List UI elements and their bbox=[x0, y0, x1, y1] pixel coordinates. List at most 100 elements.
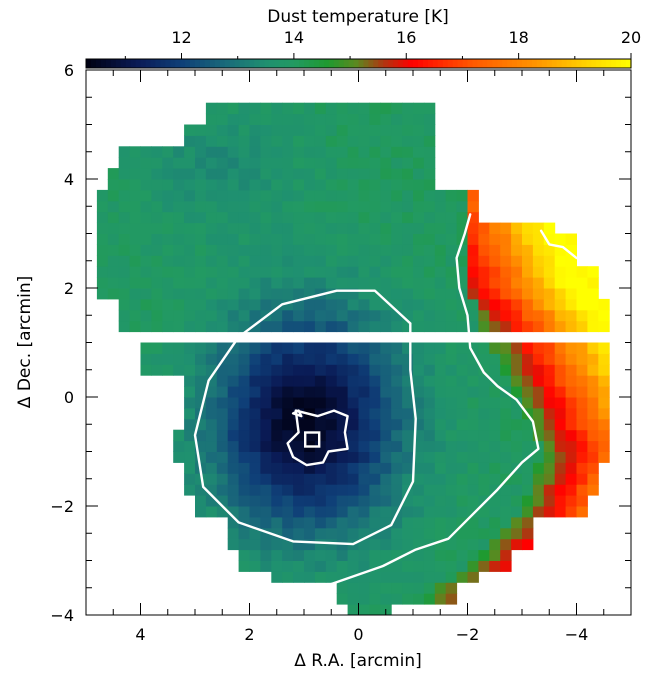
temperature-pixel bbox=[456, 571, 468, 583]
temperature-pixel bbox=[107, 222, 120, 234]
temperature-pixel bbox=[107, 179, 120, 191]
temperature-pixel bbox=[195, 429, 207, 442]
temperature-pixel bbox=[260, 353, 272, 365]
temperature-pixel bbox=[434, 298, 447, 311]
temperature-pixel bbox=[216, 266, 229, 278]
temperature-pixel bbox=[140, 342, 152, 354]
temperature-pixel bbox=[434, 560, 447, 572]
temperature-pixel bbox=[216, 135, 229, 147]
temperature-pixel bbox=[522, 527, 534, 540]
temperature-pixel bbox=[565, 495, 577, 507]
temperature-pixel bbox=[423, 440, 436, 452]
temperature-pixel bbox=[489, 320, 501, 333]
temperature-pixel bbox=[216, 309, 229, 322]
temperature-pixel bbox=[336, 593, 349, 605]
temperature-pixel bbox=[456, 440, 468, 452]
temperature-pixel bbox=[358, 135, 370, 147]
temperature-pixel bbox=[260, 342, 272, 354]
temperature-pixel bbox=[129, 222, 141, 234]
temperature-pixel bbox=[489, 462, 501, 474]
temperature-pixel bbox=[402, 440, 414, 452]
colorbar-segment bbox=[254, 59, 260, 68]
temperature-pixel bbox=[402, 244, 414, 256]
temperature-pixel bbox=[522, 298, 534, 311]
temperature-pixel bbox=[423, 407, 436, 420]
temperature-pixel bbox=[423, 495, 436, 507]
temperature-pixel bbox=[325, 255, 338, 267]
colorbar-segment bbox=[477, 59, 483, 68]
temperature-pixel bbox=[358, 549, 370, 561]
temperature-pixel bbox=[576, 440, 588, 452]
temperature-pixel bbox=[336, 429, 349, 442]
temperature-pixel bbox=[314, 495, 327, 507]
temperature-pixel bbox=[195, 277, 207, 289]
temperature-pixel bbox=[293, 495, 305, 507]
temperature-pixel bbox=[423, 309, 436, 322]
x-tick-label: 2 bbox=[244, 625, 254, 644]
temperature-pixel bbox=[576, 364, 588, 376]
temperature-pixel bbox=[456, 473, 468, 485]
temperature-pixel bbox=[358, 244, 370, 256]
temperature-pixel bbox=[304, 146, 316, 158]
temperature-pixel bbox=[304, 244, 316, 256]
temperature-pixel bbox=[205, 429, 218, 442]
temperature-pixel bbox=[205, 233, 218, 245]
temperature-pixel bbox=[511, 277, 523, 289]
temperature-pixel bbox=[140, 189, 152, 202]
temperature-pixel bbox=[151, 233, 163, 245]
temperature-pixel bbox=[260, 495, 272, 507]
y-tick-label: −4 bbox=[50, 606, 74, 625]
temperature-pixel bbox=[489, 298, 501, 311]
temperature-pixel bbox=[391, 418, 403, 431]
temperature-pixel bbox=[162, 233, 174, 245]
temperature-pixel bbox=[304, 418, 316, 431]
temperature-pixel bbox=[336, 506, 349, 518]
temperature-pixel bbox=[489, 364, 501, 376]
temperature-pixel bbox=[336, 179, 349, 191]
colorbar-segment bbox=[482, 59, 488, 68]
temperature-pixel bbox=[554, 495, 567, 507]
temperature-pixel bbox=[184, 418, 196, 431]
temperature-pixel bbox=[456, 462, 468, 474]
temperature-pixel bbox=[522, 288, 534, 300]
temperature-pixel bbox=[282, 571, 294, 583]
temperature-pixel bbox=[184, 451, 196, 463]
temperature-pixel bbox=[402, 538, 414, 551]
temperature-pixel bbox=[358, 364, 370, 376]
temperature-pixel bbox=[293, 560, 305, 572]
temperature-pixel bbox=[205, 484, 218, 496]
temperature-pixel bbox=[413, 266, 425, 278]
temperature-pixel bbox=[271, 418, 283, 431]
temperature-pixel bbox=[173, 440, 185, 452]
temperature-pixel bbox=[129, 168, 141, 180]
temperature-pixel bbox=[118, 255, 131, 267]
temperature-pixel bbox=[336, 386, 349, 398]
temperature-pixel bbox=[184, 288, 196, 300]
temperature-pixel bbox=[402, 506, 414, 518]
temperature-pixel bbox=[260, 397, 272, 409]
temperature-pixel bbox=[402, 386, 414, 398]
temperature-pixel bbox=[478, 288, 490, 300]
temperature-pixel bbox=[445, 440, 458, 452]
temperature-pixel bbox=[532, 375, 545, 387]
temperature-pixel bbox=[445, 473, 458, 485]
temperature-pixel bbox=[358, 516, 370, 529]
temperature-pixel bbox=[434, 189, 447, 202]
temperature-pixel bbox=[543, 364, 556, 376]
temperature-pixel bbox=[205, 320, 218, 333]
temperature-pixel bbox=[293, 473, 305, 485]
temperature-pixel bbox=[543, 342, 556, 354]
temperature-pixel bbox=[445, 516, 458, 529]
temperature-pixel bbox=[358, 604, 370, 616]
temperature-pixel bbox=[434, 288, 447, 300]
temperature-pixel bbox=[271, 168, 283, 180]
temperature-pixel bbox=[216, 429, 229, 442]
temperature-pixel bbox=[434, 397, 447, 409]
temperature-pixel bbox=[260, 375, 272, 387]
temperature-pixel bbox=[227, 200, 240, 213]
temperature-pixel bbox=[369, 495, 381, 507]
temperature-pixel bbox=[402, 582, 414, 594]
temperature-pixel bbox=[576, 473, 588, 485]
colorbar-title: Dust temperature [K] bbox=[267, 7, 448, 27]
temperature-pixel bbox=[129, 266, 141, 278]
